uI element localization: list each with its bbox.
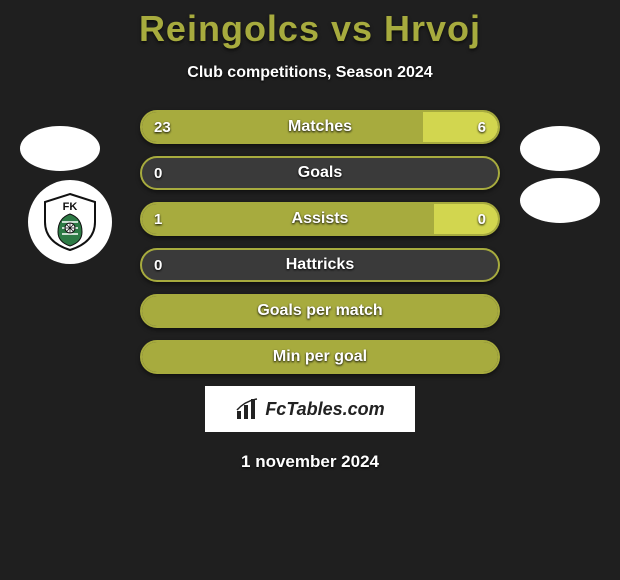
bar-value-right: 6 [478,112,486,142]
fctables-label: FcTables.com [265,399,384,420]
shield-icon: FK [40,192,100,252]
comparison-area: FK Matches236Goals0Assists10Hattricks0Go… [0,110,620,472]
fctables-watermark: FcTables.com [205,386,415,432]
bar-value-left: 23 [154,112,171,142]
stat-row-hattricks: Hattricks0 [140,248,500,282]
bar-label: Goals per match [142,296,498,326]
stat-row-assists: Assists1 0 [140,202,500,236]
stat-row-goals-per-match: Goals per match [140,294,500,328]
bar-label: Assists [142,204,498,234]
svg-text:FK: FK [63,201,78,213]
club-right-badge [520,178,600,223]
date-label: 1 november 2024 [20,452,600,472]
bar-value-right: 0 [478,204,486,234]
bar-label: Hattricks [142,250,498,280]
bar-value-left: 0 [154,250,162,280]
bar-value-left: 1 [154,204,162,234]
club-left-badge: FK [28,180,112,264]
bar-label: Min per goal [142,342,498,372]
stat-row-goals: Goals0 [140,156,500,190]
bar-label: Goals [142,158,498,188]
player-right-avatar [520,126,600,171]
chart-icon [235,397,259,421]
player-left-avatar [20,126,100,171]
subtitle: Club competitions, Season 2024 [0,64,620,82]
bar-label: Matches [142,112,498,142]
stat-bars: Matches236Goals0Assists10Hattricks0Goals… [140,110,500,374]
stat-row-matches: Matches23 6 [140,110,500,144]
page-title: Reingolcs vs Hrvoj [0,0,620,50]
bar-value-left: 0 [154,158,162,188]
stat-row-min-per-goal: Min per goal [140,340,500,374]
